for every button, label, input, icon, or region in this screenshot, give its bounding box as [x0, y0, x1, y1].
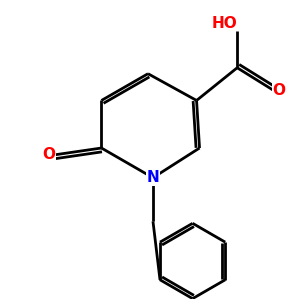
Text: O: O: [42, 148, 56, 163]
Text: O: O: [272, 83, 285, 98]
Text: N: N: [147, 170, 159, 185]
Text: HO: HO: [212, 16, 237, 31]
